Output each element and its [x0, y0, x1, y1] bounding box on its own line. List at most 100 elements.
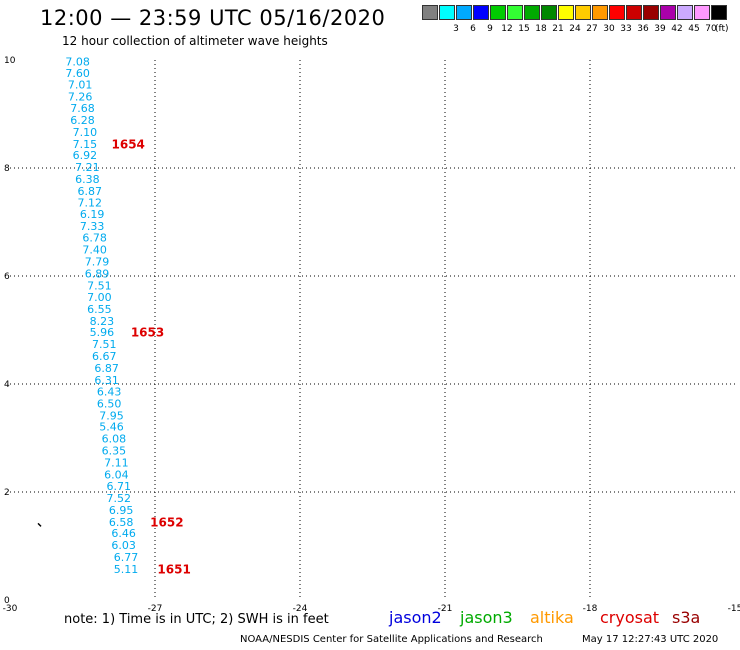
wave-height-label: 7.12 [78, 197, 103, 210]
x-tick-label: -15 [728, 604, 740, 614]
legend-swatch [541, 5, 557, 20]
wave-height-label: 6.31 [94, 374, 119, 387]
legend-swatch-label: 24 [569, 24, 581, 34]
legend-swatch [643, 5, 659, 20]
x-tick-label: -24 [293, 604, 308, 614]
wave-height-label: 7.01 [68, 78, 93, 91]
wave-height-label: 7.68 [70, 102, 95, 115]
satellite-label-jason2: jason2 [389, 608, 442, 627]
y-tick-label: 10 [4, 56, 16, 66]
wave-height-label: 7.08 [65, 56, 90, 69]
legend-swatch-label: 21 [552, 24, 564, 34]
wave-height-label: 5.11 [114, 563, 139, 576]
legend-swatch [660, 5, 676, 20]
satellite-label-jason3: jason3 [460, 608, 513, 627]
wave-height-label: 6.43 [97, 386, 122, 399]
wave-height-label: 6.78 [82, 232, 107, 245]
legend-swatch-label: 15 [518, 24, 530, 34]
legend-swatch-label: 3 [453, 24, 459, 34]
wave-height-label: 6.55 [87, 303, 112, 316]
wave-height-label: 8.23 [90, 315, 115, 328]
y-tick-label: 8 [4, 164, 10, 174]
legend-swatch [592, 5, 608, 20]
wave-height-label: 7.79 [85, 256, 110, 269]
legend-swatch-label: 39 [654, 24, 666, 34]
wave-height-label: 7.15 [73, 138, 98, 151]
wave-height-label: 6.38 [75, 173, 100, 186]
y-tick-label: 2 [4, 488, 10, 498]
wave-height-label: 6.50 [97, 398, 122, 411]
legend-swatch [439, 5, 455, 20]
wave-height-label: 7.11 [104, 456, 129, 469]
legend-swatch [575, 5, 591, 20]
wave-height-label: 7.60 [65, 67, 90, 80]
wave-height-label: 6.46 [111, 527, 136, 540]
wave-height-label: 5.96 [90, 326, 115, 339]
wave-height-label: 7.40 [82, 244, 107, 257]
legend-swatch [677, 5, 693, 20]
x-tick-label: -18 [583, 604, 598, 614]
x-tick-label: -27 [148, 604, 163, 614]
wave-height-label: 7.21 [75, 161, 100, 174]
legend-swatch-label: 30 [603, 24, 615, 34]
wave-height-label: 6.95 [109, 504, 134, 517]
y-tick-label: 0 [4, 596, 10, 606]
wave-height-label: 6.58 [109, 516, 134, 529]
time-label: 1651 [157, 562, 190, 576]
point-marker [37, 522, 42, 527]
legend-swatch [524, 5, 540, 20]
legend-swatch-label: 33 [620, 24, 632, 34]
legend-swatch [694, 5, 710, 20]
legend-swatch-label: 36 [637, 24, 649, 34]
page-title: 12:00 — 23:59 UTC 05/16/2020 [40, 6, 386, 30]
wave-height-label: 6.04 [104, 468, 129, 481]
legend-unit: (ft) [715, 24, 729, 34]
credit-text: NOAA/NESDIS Center for Satellite Applica… [240, 634, 543, 645]
wave-height-label: 7.00 [87, 291, 112, 304]
legend-swatch-label: 12 [501, 24, 513, 34]
time-label: 1653 [131, 326, 164, 340]
wave-height-label: 7.51 [87, 279, 112, 292]
legend-swatch-label: 70 [705, 24, 717, 34]
footer-note: note: 1) Time is in UTC; 2) SWH is in fe… [64, 612, 329, 627]
y-tick-label: 6 [4, 272, 10, 282]
wave-height-label: 6.67 [92, 350, 117, 363]
generated-timestamp: May 17 12:27:43 UTC 2020 [582, 634, 719, 645]
x-tick-label: -21 [438, 604, 453, 614]
legend-swatch-label: 45 [688, 24, 700, 34]
wave-height-label: 6.89 [85, 267, 110, 280]
legend-swatch [422, 5, 438, 20]
wave-height-label: 6.92 [73, 149, 98, 162]
legend-swatch-label: 9 [487, 24, 493, 34]
satellite-label-altika: altika [530, 608, 574, 627]
wave-height-label: 6.19 [80, 208, 105, 221]
wave-height-label: 6.77 [114, 551, 139, 564]
legend-swatch-label: 6 [470, 24, 476, 34]
satellite-label-s3a: s3a [672, 608, 701, 627]
wave-height-label: 6.87 [94, 362, 119, 375]
time-label: 1652 [150, 515, 183, 529]
wave-height-label: 7.10 [73, 126, 98, 139]
wave-height-label: 6.71 [107, 480, 132, 493]
page-subtitle: 12 hour collection of altimeter wave hei… [62, 34, 328, 48]
legend-swatch [711, 5, 727, 20]
wave-height-label: 7.26 [68, 90, 93, 103]
legend-swatch [558, 5, 574, 20]
satellite-label-cryosat: cryosat [600, 608, 660, 627]
legend-swatch-label: 27 [586, 24, 598, 34]
wave-height-label: 6.03 [111, 539, 136, 552]
wave-height-label: 6.28 [70, 114, 95, 127]
wave-height-label: 5.46 [99, 421, 124, 434]
y-tick-label: 4 [4, 380, 10, 390]
legend-swatch-label: 18 [535, 24, 547, 34]
x-tick-label: -30 [3, 604, 18, 614]
wave-height-label: 6.87 [78, 185, 103, 198]
wave-height-label: 7.95 [99, 409, 124, 422]
wave-height-label: 6.35 [102, 445, 127, 458]
wave-height-label: 7.51 [92, 338, 117, 351]
wave-height-label: 7.52 [107, 492, 132, 505]
legend-swatch [507, 5, 523, 20]
time-label: 1654 [112, 137, 145, 151]
wave-height-label: 7.33 [80, 220, 105, 233]
